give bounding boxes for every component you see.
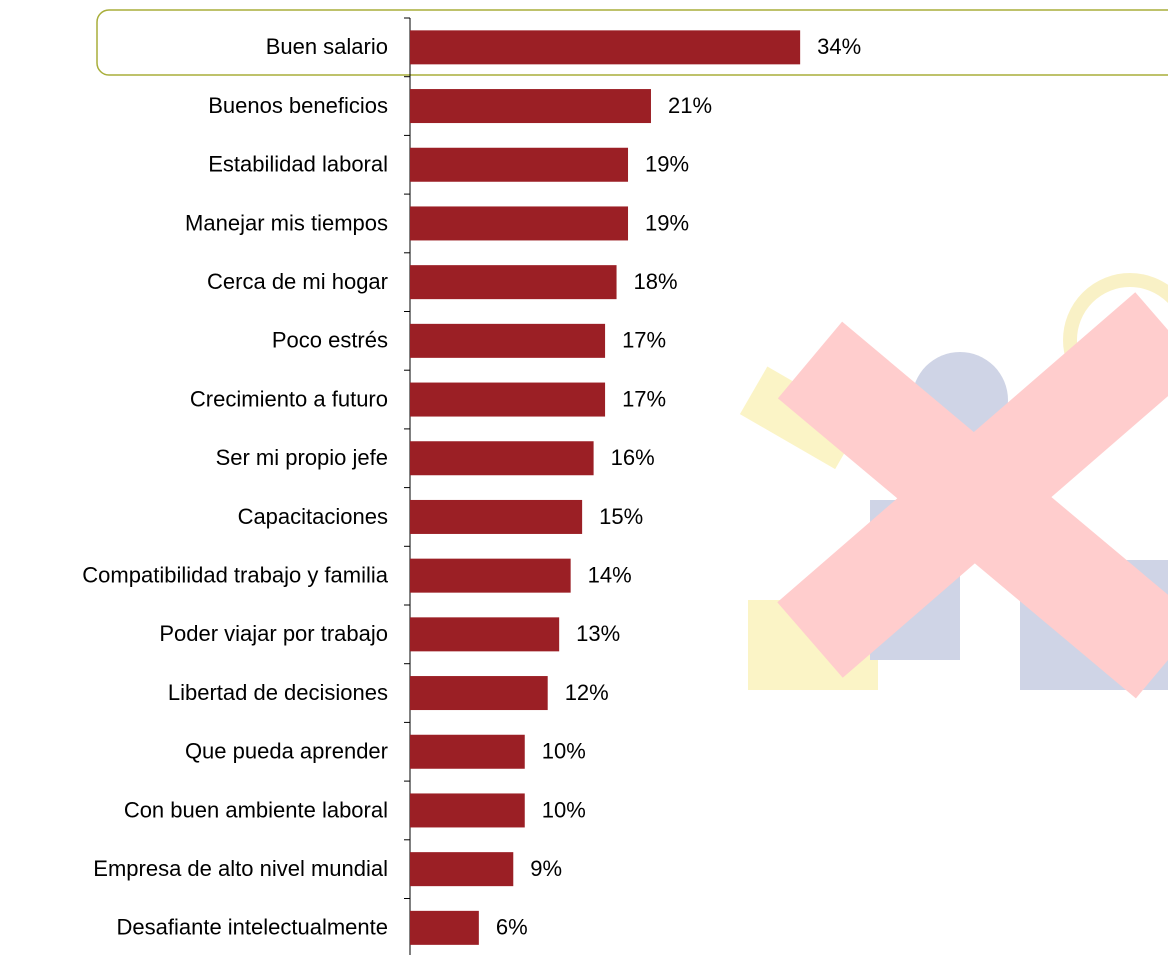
value-label: 17%	[622, 328, 666, 353]
value-label: 34%	[817, 34, 861, 59]
bar	[410, 441, 594, 476]
value-label: 13%	[576, 621, 620, 646]
category-label: Crecimiento a futuro	[190, 386, 388, 411]
bar	[410, 910, 479, 945]
value-label: 19%	[645, 210, 689, 235]
bar	[410, 793, 525, 828]
bar	[410, 558, 571, 593]
category-label: Manejar mis tiempos	[185, 210, 388, 235]
value-label: 10%	[542, 739, 586, 764]
bar	[410, 89, 651, 124]
value-label: 19%	[645, 152, 689, 177]
category-label: Capacitaciones	[238, 504, 388, 529]
category-label: Con buen ambiente laboral	[124, 797, 388, 822]
value-label: 9%	[530, 856, 562, 881]
bar	[410, 323, 606, 358]
bar	[410, 147, 629, 182]
highlight-box	[96, 9, 1168, 76]
bar	[410, 382, 606, 417]
category-label: Compatibilidad trabajo y familia	[82, 562, 388, 587]
category-label: Que pueda aprender	[185, 739, 388, 764]
bar	[410, 676, 548, 711]
bar	[410, 617, 560, 652]
category-label: Ser mi propio jefe	[216, 445, 388, 470]
bar	[410, 852, 514, 887]
background-illustration	[739, 273, 1168, 699]
bar	[410, 30, 801, 65]
category-label: Poder viajar por trabajo	[159, 621, 388, 646]
category-label: Buen salario	[266, 34, 388, 59]
value-label: 16%	[611, 445, 655, 470]
category-label: Buenos beneficios	[208, 93, 388, 118]
value-label: 12%	[565, 680, 609, 705]
bar	[410, 499, 583, 534]
bar	[410, 265, 617, 300]
category-label: Estabilidad laboral	[208, 152, 388, 177]
category-label: Libertad de decisiones	[168, 680, 388, 705]
value-label: 21%	[668, 93, 712, 118]
value-label: 10%	[542, 797, 586, 822]
bar	[410, 206, 629, 241]
category-label: Poco estrés	[272, 328, 388, 353]
bar	[410, 734, 525, 769]
value-label: 17%	[622, 386, 666, 411]
value-label: 6%	[496, 915, 528, 940]
value-label: 14%	[588, 562, 632, 587]
category-label: Cerca de mi hogar	[207, 269, 388, 294]
value-label: 15%	[599, 504, 643, 529]
category-label: Empresa de alto nivel mundial	[93, 856, 388, 881]
value-label: 18%	[634, 269, 678, 294]
category-label: Desafiante intelectualmente	[117, 915, 389, 940]
